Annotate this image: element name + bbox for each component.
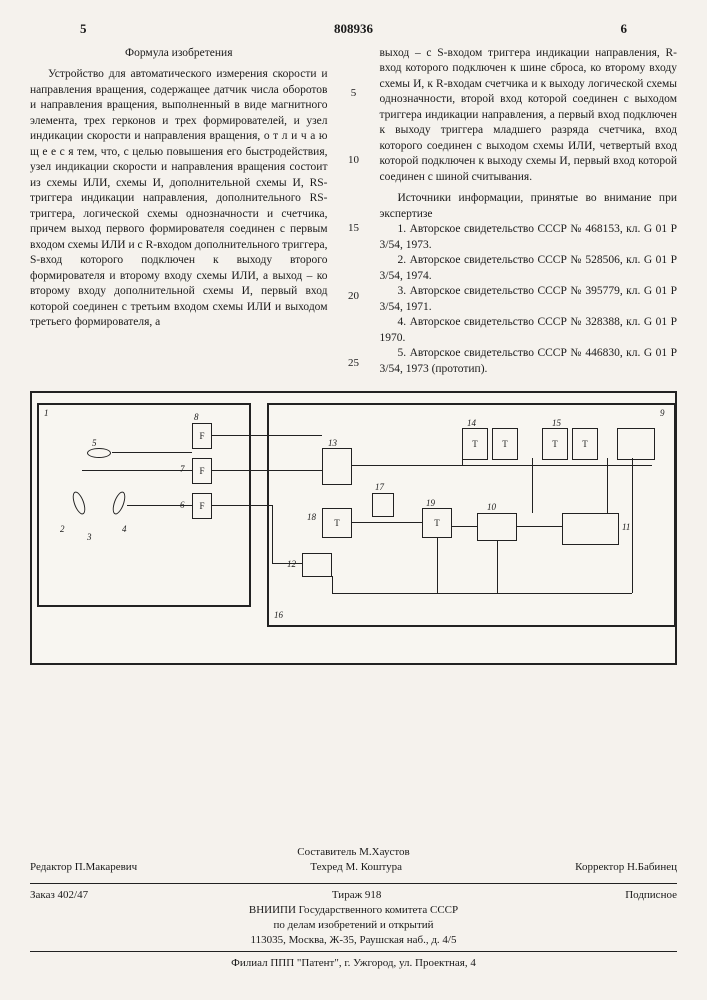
ref-item: 3. Авторское свидетельство СССР № 395779…	[380, 284, 678, 315]
wire	[607, 458, 608, 513]
wire	[462, 465, 652, 466]
label-13: 13	[328, 437, 337, 449]
wire	[272, 505, 273, 563]
branch: Филиал ППП "Патент", г. Ужгород, ул. Про…	[30, 956, 677, 971]
doc-number: 808936	[334, 20, 373, 38]
label-3: 3	[87, 531, 92, 543]
refs-heading: Источники информации, принятые во вниман…	[380, 191, 678, 222]
line-num: 5	[346, 86, 362, 101]
block-f: F	[192, 423, 212, 449]
text-columns: Формула изобретения Устройство для автом…	[20, 46, 687, 378]
wire	[212, 505, 272, 506]
block-t: T	[542, 428, 568, 460]
wire	[462, 458, 463, 466]
line-num: 25	[346, 356, 362, 371]
label-19: 19	[426, 497, 435, 509]
block-13	[322, 448, 352, 485]
left-body: Устройство для автоматического измерения…	[30, 67, 328, 331]
tirazh: Тираж 918	[332, 888, 382, 903]
label-11: 11	[622, 521, 630, 533]
wire	[532, 458, 533, 513]
divider	[30, 883, 677, 884]
wire	[452, 526, 477, 527]
block-f: F	[192, 493, 212, 519]
editor: Редактор П.Макаревич	[30, 860, 137, 875]
wire	[352, 465, 462, 466]
block-t: T	[492, 428, 518, 460]
right-column: выход – с S-входом триггера индикации на…	[380, 46, 678, 378]
block-small	[617, 428, 655, 460]
page-left-num: 5	[80, 20, 87, 38]
line-num: 15	[346, 221, 362, 236]
block-f: F	[192, 458, 212, 484]
wire	[82, 470, 192, 471]
page-header: 5 808936 6	[20, 20, 687, 46]
wire	[127, 505, 192, 506]
wire	[632, 458, 633, 593]
left-column: Формула изобретения Устройство для автом…	[30, 46, 328, 378]
ref-item: 5. Авторское свидетельство СССР № 446830…	[380, 346, 678, 377]
formula-heading: Формула изобретения	[30, 46, 328, 68]
ref-item: 4. Авторское свидетельство СССР № 328388…	[380, 315, 678, 346]
order-number: Заказ 402/47	[30, 888, 88, 903]
wire	[212, 435, 322, 436]
block-t: T	[462, 428, 488, 460]
wire	[497, 541, 498, 593]
subscription: Подписное	[625, 888, 677, 903]
composer: Составитель М.Хаустов	[30, 845, 677, 860]
divider	[30, 951, 677, 952]
label-18: 18	[307, 511, 316, 523]
block-11	[562, 513, 619, 545]
wire	[332, 593, 632, 594]
label-5: 5	[92, 437, 97, 449]
right-body: выход – с S-входом триггера индикации на…	[380, 46, 678, 186]
line-num: 20	[346, 289, 362, 304]
imprint-footer: Составитель М.Хаустов Редактор П.Макарев…	[20, 845, 687, 971]
page-right-num: 6	[621, 20, 628, 38]
org-line-2: по делам изобретений и открытий	[30, 918, 677, 933]
line-number-gutter: 5 10 15 20 25	[346, 46, 362, 378]
block-12	[302, 553, 332, 577]
tech-editor: Техред М. Коштура	[310, 860, 402, 875]
ref-item: 2. Авторское свидетельство СССР № 528506…	[380, 253, 678, 284]
label-15: 15	[552, 417, 561, 429]
label-1: 1	[44, 407, 49, 419]
wire	[112, 452, 192, 453]
label-16: 16	[274, 609, 283, 621]
block-17	[372, 493, 394, 517]
wire	[272, 563, 302, 564]
ref-item: 1. Авторское свидетельство СССР № 468153…	[380, 222, 678, 253]
block-t: T	[422, 508, 452, 538]
block-t: T	[322, 508, 352, 538]
label-12: 12	[287, 558, 296, 570]
block-t: T	[572, 428, 598, 460]
address: 113035, Москва, Ж-35, Раушская наб., д. …	[30, 933, 677, 948]
corrector: Корректор Н.Бабинец	[575, 860, 677, 875]
wire	[437, 538, 438, 593]
label-4: 4	[122, 523, 127, 535]
label-17: 17	[375, 481, 384, 493]
org-line-1: ВНИИПИ Государственного комитета СССР	[30, 903, 677, 918]
block-10	[477, 513, 517, 541]
wire	[517, 526, 562, 527]
label-2: 2	[60, 523, 65, 535]
circuit-diagram: 1 5 2 3 4 F F F 8 7 6 9 16 13 T 18 12 17…	[30, 391, 677, 665]
line-num: 10	[346, 153, 362, 168]
wire	[212, 470, 322, 471]
label-10: 10	[487, 501, 496, 513]
label-8: 8	[194, 411, 199, 423]
label-9: 9	[660, 407, 665, 419]
wire	[332, 576, 333, 593]
wire	[352, 522, 422, 523]
label-14: 14	[467, 417, 476, 429]
